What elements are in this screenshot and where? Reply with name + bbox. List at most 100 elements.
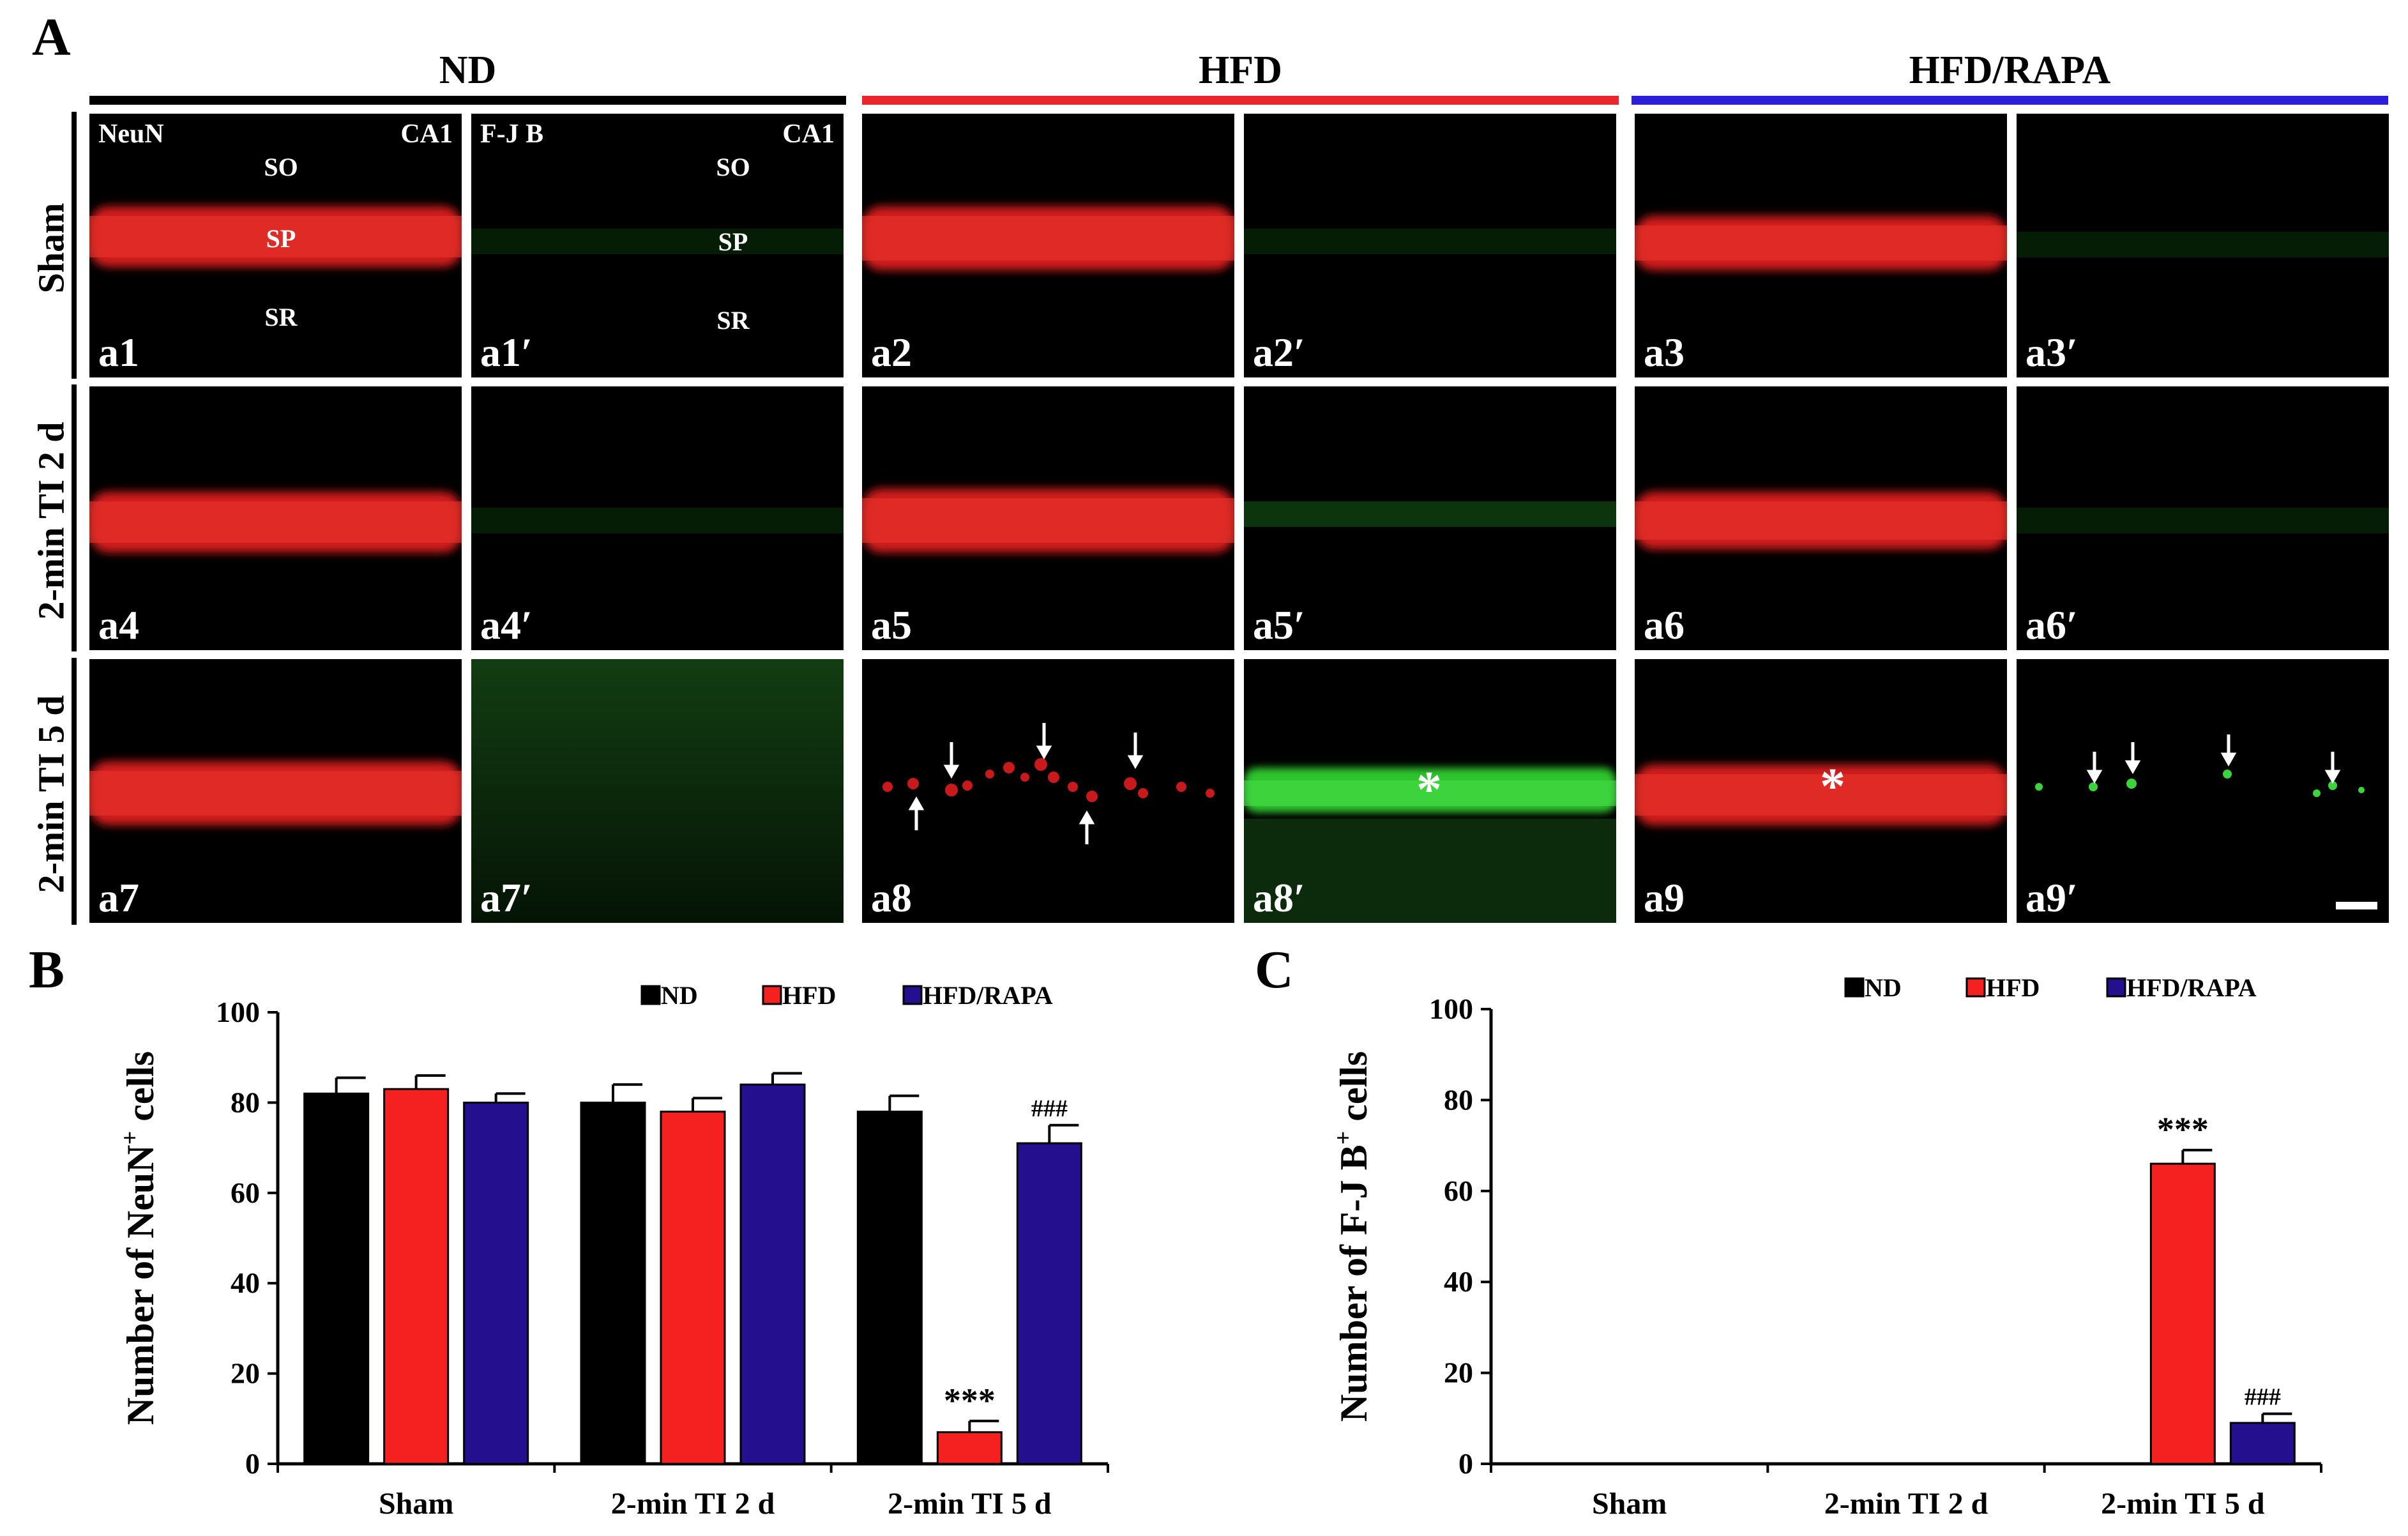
y-tick-label: 60	[1444, 1175, 1473, 1207]
stain-label: F-J B	[480, 119, 544, 149]
legend-label: ND	[1865, 973, 1902, 1002]
micrograph-a5-prime: a5′	[1244, 386, 1616, 650]
bar	[936, 1431, 1003, 1465]
neun-band	[89, 206, 462, 267]
x-tick-label: Sham	[379, 1487, 453, 1521]
micrograph-a4-prime: a4′	[471, 386, 844, 650]
micrograph-label: a5	[871, 602, 912, 648]
micrograph-label: a3′	[2026, 330, 2078, 375]
micrograph-a3: a3	[1635, 114, 2007, 377]
layer-sp: SP	[718, 227, 748, 256]
row-bar-2d	[72, 384, 77, 651]
micrograph-a8: a8	[862, 659, 1234, 923]
y-tick-label: 60	[231, 1176, 260, 1209]
bar	[463, 1101, 529, 1465]
x-tick-label: 2-min TI 2 d	[611, 1487, 775, 1521]
bar	[303, 1092, 370, 1465]
legend-swatch	[1844, 977, 1865, 998]
micrograph-label: a7′	[480, 875, 533, 920]
asterisk-marker: *	[1416, 762, 1442, 818]
y-tick-label: 80	[231, 1086, 260, 1118]
micrograph-label: a3	[1644, 330, 1685, 375]
layer-so: SO	[264, 153, 298, 181]
row-label-sham: Sham	[30, 202, 72, 294]
group-bar-hfd	[862, 96, 1619, 105]
micrograph-label: a9′	[2026, 875, 2078, 920]
bar	[1016, 1142, 1082, 1465]
micrograph-label: a6	[1644, 602, 1685, 648]
legend-swatch	[902, 985, 923, 1005]
y-tick-label: 100	[1429, 992, 1473, 1025]
micrograph-a1-prime: F-J B CA1 SO SP SR a1′	[471, 114, 844, 377]
micrograph-a9: * a9	[1635, 659, 2007, 923]
micrograph-a3-prime: a3′	[2017, 114, 2389, 377]
micrograph-a9-prime: a9′	[2017, 659, 2389, 923]
group-title-hfd-rapa: HFD/RAPA	[1909, 49, 2111, 92]
group-bar-nd	[89, 96, 846, 105]
layer-sp: SP	[266, 224, 296, 253]
micrograph-label: a8′	[1253, 875, 1305, 920]
y-axis-label: Number of NeuN+ cells	[117, 1051, 162, 1425]
micrograph-a5: a5	[862, 386, 1234, 650]
panel-label-a: A	[32, 8, 71, 67]
bar	[660, 1111, 726, 1465]
legend-label: ND	[661, 981, 698, 1010]
legend-swatch	[1965, 977, 1986, 998]
micrograph-a8-prime: * a8′	[1244, 659, 1616, 923]
bar	[580, 1101, 646, 1465]
row-bar-5d	[72, 658, 77, 925]
micrograph-label: a4′	[480, 602, 533, 648]
significance-marker: ###	[2245, 1384, 2281, 1411]
micrograph-label: a2′	[1253, 330, 1305, 375]
y-tick-label: 0	[245, 1447, 260, 1480]
chart-b: 0 20 40 60 80 100 Number of NeuN+ cells Sham 2-m…	[117, 981, 1109, 1521]
micrograph-a6-prime: a6′	[2017, 386, 2389, 650]
micrograph-a6: a6	[1635, 386, 2007, 650]
stain-label: NeuN	[98, 119, 164, 149]
micrograph-a1: NeuN CA1 SO SP SR a1	[89, 114, 462, 377]
significance-marker: ***	[944, 1381, 996, 1420]
legend-swatch	[2106, 977, 2126, 998]
panel-label-c: C	[1255, 940, 1294, 1000]
x-tick-label: 2-min TI 5 d	[888, 1487, 1052, 1521]
legend-swatch	[640, 985, 661, 1005]
bar	[2149, 1162, 2216, 1465]
micrograph-a7: a7	[89, 659, 462, 923]
micrograph-a2: a2	[862, 114, 1234, 377]
panel-label-b: B	[29, 940, 65, 1000]
group-title-nd: ND	[439, 49, 497, 92]
chart-c: 0 20 40 60 80 100 Number of F-J B+ cells Sham 2-…	[1330, 973, 2322, 1521]
group-title-hfd: HFD	[1199, 49, 1282, 92]
micrograph-label: a9	[1644, 875, 1685, 920]
region-label: CA1	[782, 119, 835, 149]
micrograph-label: a1′	[480, 330, 533, 375]
legend-label: HFD	[782, 981, 836, 1010]
layer-sr: SR	[716, 306, 750, 335]
x-tick-label: 2-min TI 2 d	[1824, 1487, 1988, 1521]
micrograph-label: a2	[871, 330, 912, 375]
bar	[383, 1088, 450, 1465]
x-tick-label: 2-min TI 5 d	[2101, 1487, 2265, 1521]
legend-label: HFD/RAPA	[2126, 973, 2257, 1002]
legend-label: HFD/RAPA	[923, 981, 1053, 1010]
layer-sr: SR	[264, 303, 298, 331]
micrograph-a7-prime: a7′	[471, 659, 844, 923]
bar	[2229, 1422, 2296, 1465]
scale-bar	[2336, 902, 2377, 909]
micrograph-label: a6′	[2026, 602, 2078, 648]
micrograph-a4: a4	[89, 386, 462, 650]
row-label-5d: 2-min TI 5 d	[30, 695, 72, 893]
y-tick-label: 40	[231, 1266, 260, 1299]
x-tick-label: Sham	[1592, 1487, 1667, 1521]
row-label-2d: 2-min TI 2 d	[30, 422, 72, 620]
micrograph-label: a7	[98, 875, 139, 920]
asterisk-marker: *	[1820, 759, 1845, 815]
y-axis-label: Number of F-J B+ cells	[1330, 1051, 1375, 1422]
bar	[739, 1083, 806, 1465]
legend-swatch	[762, 985, 782, 1005]
y-tick-label: 0	[1458, 1447, 1473, 1480]
y-tick-label: 40	[1444, 1265, 1473, 1298]
micrograph-a2-prime: a2′	[1244, 114, 1616, 377]
significance-marker: ###	[1031, 1095, 1068, 1122]
region-label: CA1	[400, 119, 453, 149]
